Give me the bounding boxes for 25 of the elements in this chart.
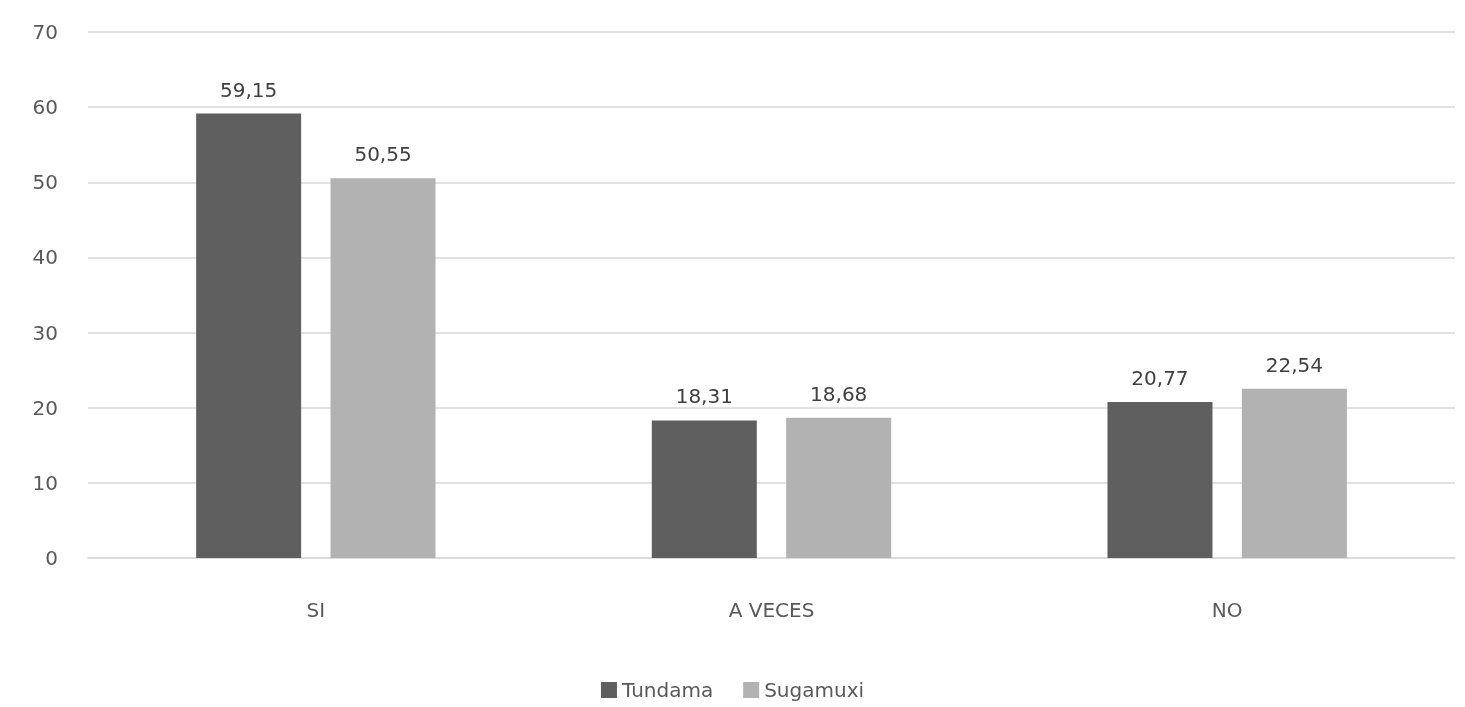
bar [1107, 401, 1213, 558]
legend-label: Sugamuxi [764, 678, 865, 702]
y-tick-label: 20 [32, 395, 58, 420]
y-tick-label: 60 [32, 95, 58, 120]
y-tick-label: 30 [32, 320, 58, 345]
data-label: 18,31 [675, 384, 733, 409]
y-tick-label: 0 [45, 546, 58, 570]
data-label: 59,15 [220, 77, 278, 102]
data-label: 20,77 [1131, 365, 1189, 390]
y-tick-label: 70 [32, 20, 58, 44]
x-tick-label: NO [1211, 598, 1243, 622]
data-label: 18,68 [810, 381, 868, 406]
x-tick-label: A VECES [728, 598, 815, 622]
data-label: 50,55 [354, 142, 412, 167]
y-tick-label: 50 [32, 170, 58, 195]
bar [330, 178, 436, 558]
legend-label: Tundama [620, 678, 714, 702]
data-label: 22,54 [1265, 352, 1323, 377]
bar [1241, 388, 1347, 558]
bar [651, 420, 757, 558]
y-tick-label: 10 [32, 470, 58, 495]
bar [786, 417, 892, 558]
x-tick-label: SI [306, 598, 326, 622]
y-tick-label: 40 [32, 245, 58, 270]
bar [196, 113, 302, 558]
